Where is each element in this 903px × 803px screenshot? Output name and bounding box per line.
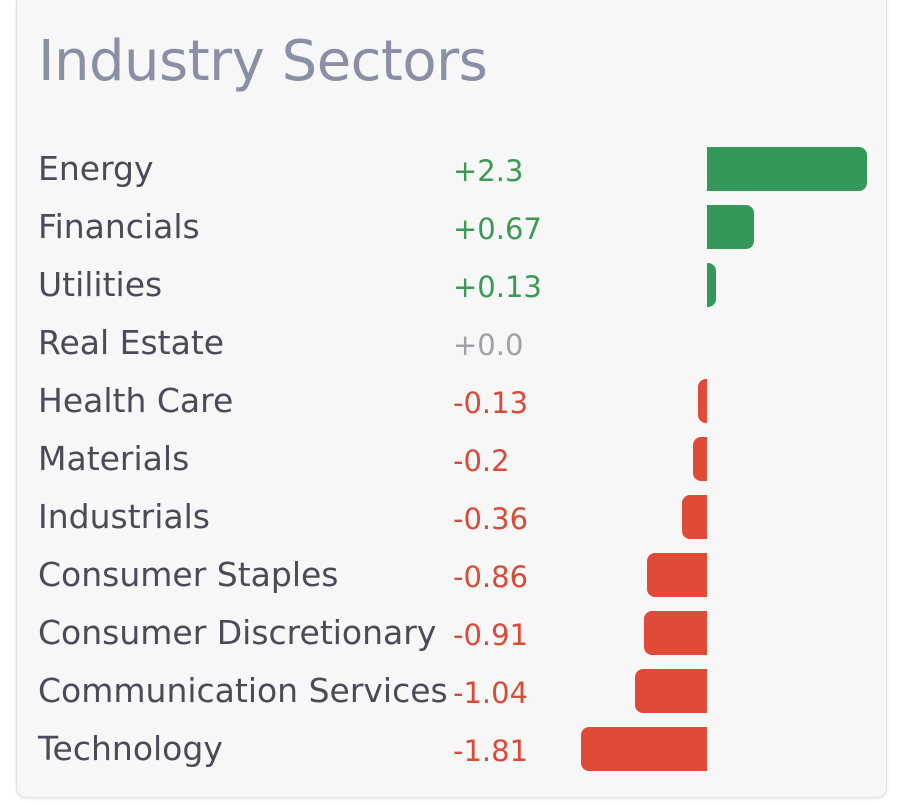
sector-label: Health Care xyxy=(38,381,234,420)
sector-value: +0.67 xyxy=(453,212,542,246)
sector-label: Financials xyxy=(38,207,200,246)
sector-value: -0.91 xyxy=(453,618,529,652)
sector-value: +2.3 xyxy=(453,154,524,188)
sector-row: Communication Services -1.04 xyxy=(17,665,888,723)
sector-row: Consumer Discretionary -0.91 xyxy=(17,607,888,665)
sector-label: Real Estate xyxy=(38,323,225,362)
sector-label: Consumer Staples xyxy=(38,555,339,594)
sector-label: Industrials xyxy=(38,497,210,536)
sector-row: Utilities +0.13 xyxy=(17,259,888,317)
sector-bar xyxy=(681,495,707,539)
sector-bar xyxy=(643,611,707,655)
sector-bar xyxy=(707,263,717,307)
sector-label: Consumer Discretionary xyxy=(38,613,437,652)
sector-bar xyxy=(707,205,754,249)
sector-value: -0.13 xyxy=(453,386,529,420)
chart-title: Industry Sectors xyxy=(38,29,488,94)
sector-bar xyxy=(707,147,867,191)
sector-value: -1.81 xyxy=(453,734,529,768)
sector-label: Utilities xyxy=(38,265,163,304)
sector-bar xyxy=(581,727,707,771)
sector-value: +0.13 xyxy=(453,270,542,304)
sector-label: Technology xyxy=(38,729,223,768)
sector-bar xyxy=(647,553,707,597)
sector-bar xyxy=(697,379,707,423)
sector-value: -0.86 xyxy=(453,560,529,594)
sector-row: Industrials -0.36 xyxy=(17,491,888,549)
sector-row: Health Care -0.13 xyxy=(17,375,888,433)
sectors-card: Industry Sectors Energy +2.3 Financials +0.… xyxy=(16,0,887,798)
sector-value: +0.0 xyxy=(453,328,524,362)
sector-label: Energy xyxy=(38,149,154,188)
sector-value: -0.36 xyxy=(453,502,529,536)
sector-bar xyxy=(634,669,707,713)
sector-row: Consumer Staples -0.86 xyxy=(17,549,888,607)
sector-row: Technology -1.81 xyxy=(17,723,888,781)
sector-row: Energy +2.3 xyxy=(17,143,888,201)
sector-row: Financials +0.67 xyxy=(17,201,888,259)
sector-bar xyxy=(693,437,707,481)
sector-value: -0.2 xyxy=(453,444,510,478)
sector-row: Real Estate +0.0 xyxy=(17,317,888,375)
sector-value: -1.04 xyxy=(453,676,529,710)
sector-row: Materials -0.2 xyxy=(17,433,888,491)
sector-label: Communication Services xyxy=(38,671,448,710)
sector-label: Materials xyxy=(38,439,190,478)
